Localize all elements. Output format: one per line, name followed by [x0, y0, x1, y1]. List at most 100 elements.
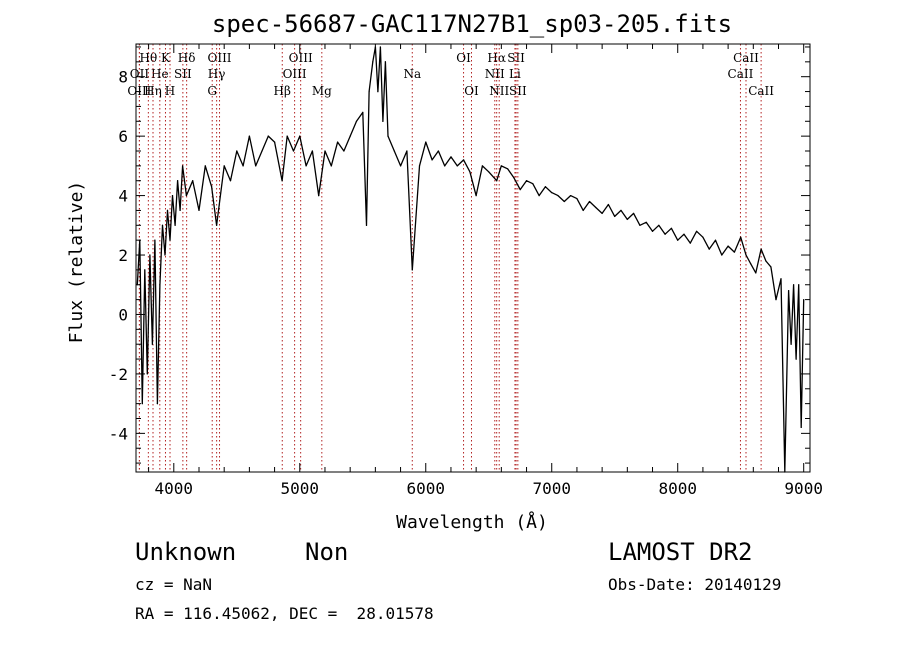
spectrum-point — [156, 403, 158, 405]
spectrum-point — [418, 165, 421, 167]
spectrum-point — [299, 135, 301, 137]
spectrum-point — [355, 120, 358, 122]
spectrum-point — [803, 299, 805, 301]
spectrum-point — [146, 373, 148, 375]
spectrum-point — [576, 198, 578, 200]
spectrum-point — [500, 165, 502, 167]
spectrum-point — [318, 195, 320, 197]
spectrum-point — [614, 215, 616, 217]
plot-frame — [135, 43, 811, 473]
x-tick-label: 5000 — [281, 479, 320, 498]
spectrum-point — [229, 180, 232, 182]
spectral-line-label: Hη — [144, 84, 162, 98]
spectrum-point — [211, 186, 213, 188]
y-tick-label: 2 — [118, 246, 128, 265]
x-tick-label: 9000 — [784, 479, 823, 498]
y-tick-label: 4 — [118, 187, 128, 206]
spectrum-point — [362, 111, 364, 113]
class-label: Unknown — [135, 538, 237, 566]
y-axis-label: Flux (relative) — [66, 181, 87, 344]
spectrum-point — [450, 156, 452, 158]
spectral-line-label: CaII — [733, 51, 759, 65]
spectrum-point — [144, 269, 146, 271]
spectral-line-label: Na — [403, 67, 421, 81]
cz-value: cz = NaN — [135, 575, 213, 594]
spectral-line-label: OIII — [289, 51, 313, 65]
spectrum-point — [274, 141, 276, 143]
spectrum-point — [216, 224, 218, 226]
spectrum-point — [281, 180, 283, 182]
spectrum-point — [721, 254, 723, 256]
spectrum-point — [788, 290, 790, 292]
spectrum-point — [750, 263, 752, 265]
spectral-line-label: CaII — [748, 84, 774, 98]
spectral-line-label: OIII — [127, 84, 151, 98]
spectral-line-label: He — [151, 67, 169, 81]
spectrum-point — [740, 236, 742, 238]
spectrum-point — [372, 61, 374, 63]
spectrum-point — [563, 200, 565, 203]
spectrum-point — [337, 141, 339, 143]
spectrum-point — [400, 165, 402, 167]
spectrum-point — [658, 224, 660, 226]
spectrum-point — [733, 251, 736, 253]
spectrum-point — [177, 180, 179, 182]
spectrum-point — [387, 135, 389, 137]
spectrum-point — [305, 165, 307, 167]
spectrum-point — [248, 135, 250, 137]
y-tick-label: 6 — [118, 127, 128, 146]
spectrum-point — [223, 165, 225, 167]
spectrum-point — [393, 150, 395, 152]
spectrum-line — [136, 46, 805, 473]
spectral-line-label: Hδ — [178, 51, 196, 65]
spectrum-point — [595, 206, 597, 209]
spectrum-point — [770, 266, 772, 268]
spectrum-point — [525, 180, 528, 182]
spectrum-point — [384, 61, 386, 63]
spectral-line-label: Li — [509, 67, 521, 81]
spectrum-point — [286, 135, 288, 137]
survey-label: LAMOST DR2 — [608, 538, 753, 566]
spectrum-point — [607, 203, 610, 206]
spectrum-point — [765, 260, 767, 262]
spectrum-point — [311, 150, 313, 152]
spectral-line-label: SII — [174, 67, 192, 81]
spectrum-point — [481, 165, 483, 167]
y-tick-label: 0 — [118, 305, 128, 324]
y-tick-label: 8 — [118, 68, 128, 87]
spectrum-point — [456, 165, 458, 167]
spectrum-point — [727, 245, 729, 247]
spectrum-point — [161, 224, 164, 226]
spectrum-point — [513, 177, 515, 179]
spectrum-point — [171, 195, 174, 197]
spectrum-point — [664, 233, 666, 235]
spectrum-point — [670, 227, 673, 229]
spectral-line-label: OI — [464, 84, 479, 98]
spectral-line-label: SII — [509, 84, 527, 98]
spectrum-point — [151, 343, 153, 345]
spectrum-point — [255, 165, 257, 167]
spectrum-point — [755, 272, 757, 274]
spectrum-point — [793, 284, 795, 286]
spectrum-point — [620, 209, 622, 211]
x-tick-label: 4000 — [155, 479, 194, 498]
spectrum-point — [488, 171, 490, 173]
spectrum-point — [166, 209, 169, 211]
spectrum-point — [532, 183, 534, 185]
spectrum-point — [714, 239, 717, 241]
spectrum-point — [795, 358, 797, 360]
spectrum-point — [324, 150, 326, 152]
spectrum-point — [242, 165, 244, 167]
spectrum-point — [431, 159, 433, 161]
spectrum-point — [368, 91, 370, 93]
spectrum-point — [411, 269, 413, 271]
spectrum-point — [557, 195, 559, 197]
spectrum-point — [164, 254, 166, 256]
x-tick-label: 6000 — [406, 479, 445, 498]
spectrum-point — [538, 195, 540, 197]
spectral-line-label: OIII — [283, 67, 307, 81]
spectrum-point — [292, 150, 295, 152]
spectrum-point — [708, 248, 710, 250]
spectral-line-label: NII — [489, 84, 509, 98]
